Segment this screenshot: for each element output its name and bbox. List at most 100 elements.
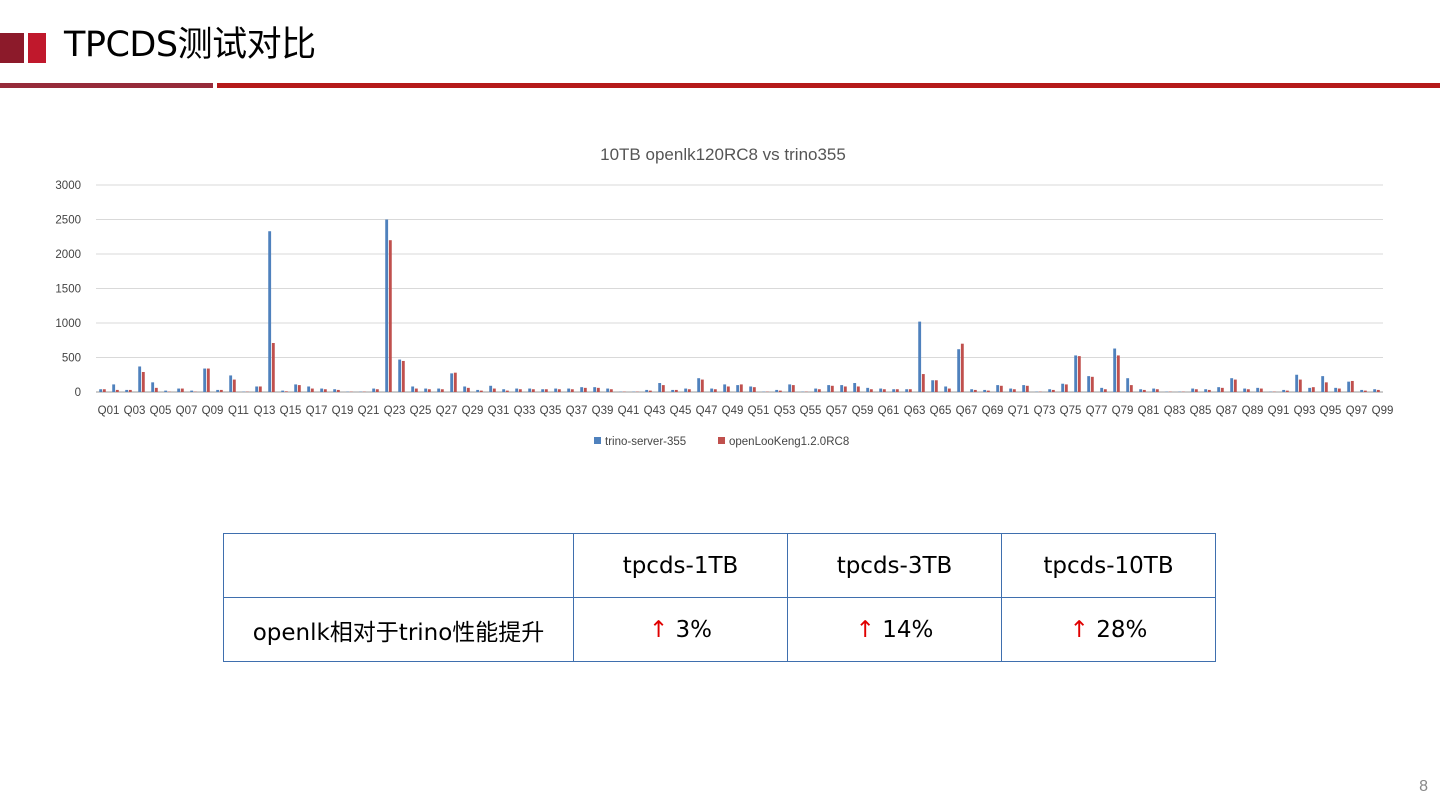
x-tick-label: Q61 <box>878 405 900 417</box>
bar-trino <box>528 388 532 392</box>
y-tick-label: 1500 <box>55 284 81 296</box>
x-tick-label: Q33 <box>514 405 536 417</box>
up-arrow-icon: ↑ <box>648 616 669 643</box>
bar-openlookeng <box>648 390 652 392</box>
bar-openlookeng <box>557 389 561 392</box>
table-cell-1tb: ↑ 3% <box>573 597 788 662</box>
bar-openlookeng <box>479 390 483 392</box>
bar-trino <box>1126 378 1130 392</box>
bar-openlookeng <box>258 386 262 392</box>
bar-openlookeng <box>856 386 860 392</box>
bar-trino <box>1230 378 1234 392</box>
bar-openlookeng <box>115 389 119 392</box>
bar-openlookeng <box>388 240 392 392</box>
bar-openlookeng <box>1233 379 1237 392</box>
bar-trino <box>1217 387 1221 392</box>
bar-openlookeng <box>154 387 158 392</box>
y-tick-label: 2000 <box>55 249 81 261</box>
bar-openlookeng <box>609 389 613 392</box>
bar-trino <box>710 388 714 392</box>
bar-openlookeng <box>1077 356 1081 392</box>
bar-trino <box>437 388 441 392</box>
bar-openlookeng <box>232 379 236 392</box>
bar-trino <box>450 373 454 392</box>
bar-openlookeng <box>960 343 964 392</box>
bar-openlookeng <box>895 389 899 392</box>
x-tick-label: Q19 <box>332 405 354 417</box>
bar-openlookeng <box>1012 389 1016 392</box>
bar-trino <box>385 219 389 392</box>
bar-trino <box>1022 385 1026 392</box>
bar-trino <box>827 385 831 392</box>
bar-openlookeng <box>1129 385 1133 392</box>
x-tick-label: Q57 <box>826 405 848 417</box>
bar-openlookeng <box>661 385 665 392</box>
bar-openlookeng <box>791 385 795 392</box>
x-tick-label: Q89 <box>1242 405 1264 417</box>
x-tick-label: Q65 <box>930 405 952 417</box>
x-tick-label: Q01 <box>98 405 120 417</box>
bar-openlookeng <box>1220 387 1224 392</box>
x-tick-label: Q11 <box>228 405 249 417</box>
bar-openlookeng <box>843 386 847 392</box>
bar-trino <box>580 387 584 392</box>
bar-openlookeng <box>713 389 717 392</box>
bar-openlookeng <box>271 343 275 392</box>
table-cell-3tb: ↑ 14% <box>787 597 1002 662</box>
bar-trino <box>411 386 415 392</box>
bar-trino <box>723 384 727 392</box>
bar-trino <box>1282 389 1286 392</box>
x-tick-label: Q81 <box>1138 405 1160 417</box>
x-tick-label: Q73 <box>1034 405 1056 417</box>
bar-trino <box>463 386 467 392</box>
bar-openlookeng <box>453 372 457 392</box>
x-tick-label: Q95 <box>1320 405 1342 417</box>
bar-openlookeng <box>739 384 743 392</box>
bar-openlookeng <box>778 390 782 392</box>
bar-openlookeng <box>466 387 470 392</box>
chart-bars <box>99 219 1380 392</box>
bar-trino <box>1243 388 1247 392</box>
bar-trino <box>476 389 480 392</box>
x-tick-label: Q79 <box>1112 405 1134 417</box>
table-header-1tb: tpcds-1TB <box>573 533 788 598</box>
bar-trino <box>489 385 493 392</box>
x-tick-label: Q29 <box>462 405 484 417</box>
bar-openlookeng <box>336 389 340 392</box>
header-rule-left <box>0 83 213 88</box>
bar-trino <box>736 385 740 392</box>
bar-trino <box>1074 355 1078 392</box>
bar-openlookeng <box>986 390 990 392</box>
bar-openlookeng <box>427 389 431 392</box>
bar-openlookeng <box>1103 389 1107 392</box>
y-axis: 0 500 1000 1500 2000 2500 3000 <box>55 180 81 399</box>
bar-trino <box>918 321 922 392</box>
x-tick-label: Q35 <box>540 405 562 417</box>
bar-trino <box>892 389 896 392</box>
x-tick-label: Q99 <box>1372 405 1394 417</box>
bar-trino <box>983 389 987 392</box>
x-tick-label: Q71 <box>1008 405 1030 417</box>
bar-trino <box>424 388 428 392</box>
page-title: TPCDS测试对比 <box>64 25 316 65</box>
title-decoration-red <box>28 33 46 63</box>
bar-trino <box>684 388 688 392</box>
bar-trino <box>164 390 168 392</box>
x-tick-label: Q51 <box>748 405 770 417</box>
bar-trino <box>788 384 792 392</box>
bar-trino <box>996 385 1000 392</box>
x-tick-label: Q55 <box>800 405 822 417</box>
title-decoration-dark <box>0 33 24 63</box>
bar-openlookeng <box>102 389 106 392</box>
bar-trino <box>957 349 961 392</box>
bar-openlookeng <box>973 389 977 392</box>
bar-trino <box>879 388 883 392</box>
x-axis: Q01 Q03 Q05 Q07 Q09 Q11 Q13 Q15 Q17 Q19 Q21 Q23 Q25 Q… <box>98 405 1394 417</box>
bar-trino <box>905 389 909 392</box>
x-tick-label: Q05 <box>150 405 172 417</box>
bar-trino <box>970 389 974 392</box>
bar-openlookeng <box>1090 376 1094 392</box>
bar-openlookeng <box>999 385 1003 392</box>
legend-label: openLooKeng1.2.0RC8 <box>729 436 849 448</box>
bar-trino <box>398 359 402 392</box>
